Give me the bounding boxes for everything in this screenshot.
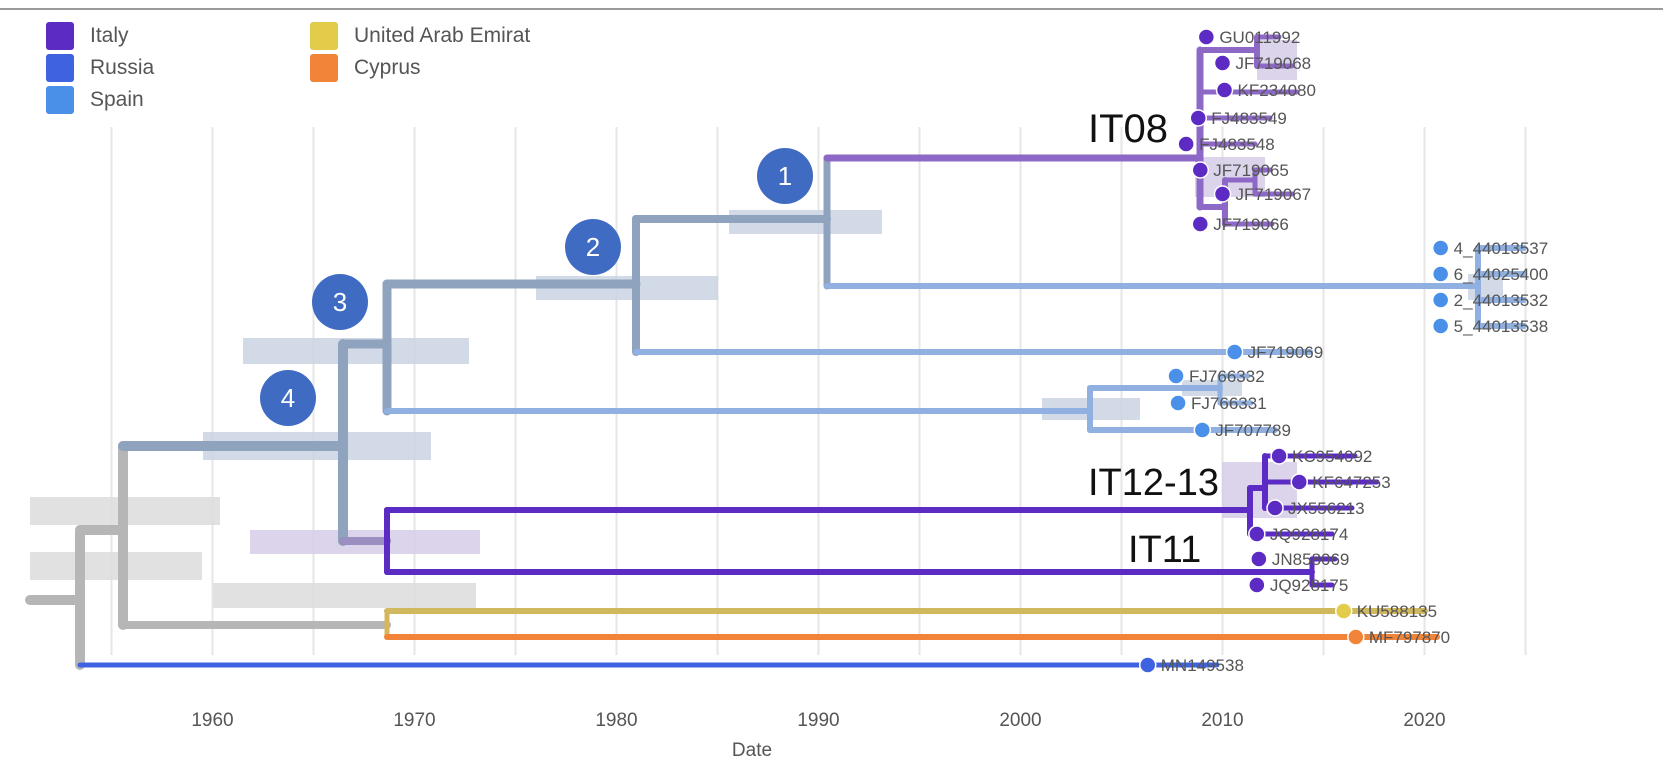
- axis-tick-label: 1960: [191, 710, 233, 731]
- tip-node: [1248, 525, 1266, 543]
- tip-node: [1431, 317, 1450, 335]
- confidence-interval-bar: [1257, 40, 1297, 80]
- axis-tick-label: 2010: [1201, 710, 1243, 731]
- legend-label: Cyprus: [354, 56, 421, 79]
- tip-node: [1167, 367, 1185, 385]
- tip-label: JN858069: [1272, 550, 1350, 569]
- tip-node: [1191, 215, 1210, 233]
- confidence-interval-bar: [30, 552, 202, 580]
- tip-node: [1270, 447, 1288, 465]
- clade-label: IT11: [1128, 529, 1201, 571]
- tip-label: JF719068: [1236, 54, 1312, 73]
- legend-label: Russia: [90, 56, 155, 79]
- legend-label: Spain: [90, 88, 144, 111]
- tip-node: [1431, 265, 1450, 283]
- legend: Italy Russia Spain United Arab Emirat Cy…: [0, 0, 600, 130]
- tip-node: [1189, 109, 1208, 127]
- node-marker-label: 2: [586, 232, 600, 262]
- legend-swatch: [310, 54, 338, 82]
- node-markers: 1 2 3 4: [260, 148, 813, 426]
- node-marker-circle: [565, 219, 621, 275]
- tip-label: MF797870: [1369, 628, 1450, 647]
- tip-label: JF719065: [1213, 161, 1289, 180]
- legend-item-spain[interactable]: Spain: [46, 86, 144, 114]
- tip-label: JQ928175: [1270, 576, 1348, 595]
- axis-tick-label: 1990: [797, 710, 839, 731]
- tip-label: GU011992: [1219, 28, 1300, 47]
- tip-node: [1197, 28, 1216, 46]
- tip-label: MN149538: [1161, 656, 1244, 675]
- axis-tick-label: 1980: [595, 710, 637, 731]
- tip-label: 4_44013537: [1454, 239, 1549, 258]
- tip-node: [1191, 161, 1210, 179]
- tip-label: KF647253: [1312, 473, 1390, 492]
- legend-item-cyprus[interactable]: Cyprus: [310, 54, 421, 82]
- tip-node: [1169, 394, 1187, 412]
- node-marker-circle: [260, 370, 316, 426]
- axis-tick-label: 2000: [999, 710, 1041, 731]
- tip-node: [1431, 291, 1450, 309]
- tip-label: FJ483548: [1199, 135, 1275, 154]
- tip-node: [1215, 81, 1234, 99]
- tip-label: KU588135: [1357, 602, 1437, 621]
- tip-label: JF707789: [1215, 421, 1291, 440]
- node-marker-circle: [757, 148, 813, 204]
- tip-node: [1250, 550, 1268, 568]
- legend-label: United Arab Emirat: [354, 24, 531, 47]
- tip-node: [1347, 628, 1365, 646]
- confidence-interval-bar: [213, 583, 476, 608]
- legend-swatch: [46, 22, 74, 50]
- legend-item-italy[interactable]: Italy: [46, 22, 129, 50]
- tip-node: [1431, 239, 1450, 257]
- tip-node: [1177, 135, 1195, 153]
- tip-label: 2_44013532: [1454, 291, 1549, 310]
- tip-nodes: GU011992 JF719068 KF234080 FJ483549 FJ483548…: [1139, 28, 1549, 675]
- tip-label: JQ928174: [1270, 525, 1348, 544]
- tip-node: [1248, 576, 1266, 594]
- legend-label: Italy: [90, 24, 129, 47]
- node-marker-label: 3: [333, 287, 347, 317]
- tip-label: 6_44025400: [1454, 265, 1549, 284]
- clade-label: IT12-13: [1088, 462, 1219, 504]
- tip-node: [1266, 499, 1284, 517]
- node-marker-label: 1: [778, 161, 792, 191]
- tip-label: JF719066: [1213, 215, 1289, 234]
- tip-label: FJ483549: [1211, 109, 1287, 128]
- tip-node: [1139, 656, 1157, 674]
- node-marker-label: 4: [281, 383, 295, 413]
- tip-node: [1334, 602, 1353, 620]
- tip-label: JX556213: [1288, 499, 1365, 518]
- legend-item-russia[interactable]: Russia: [46, 54, 154, 82]
- tip-node: [1193, 421, 1212, 439]
- time-axis: 1960 1970 1980 1990 2000 2010 2020 Date: [191, 710, 1445, 761]
- clade-labels: IT08 IT12-13 IT11: [1088, 107, 1219, 571]
- tip-label: JF719067: [1236, 185, 1312, 204]
- tip-label: FJ766332: [1189, 367, 1265, 386]
- axis-title: Date: [732, 740, 772, 761]
- clade-label: IT08: [1088, 107, 1168, 151]
- tree-branches: [25, 34, 1527, 670]
- tip-node: [1213, 185, 1232, 203]
- legend-swatch: [310, 22, 338, 50]
- tip-label: KC954092: [1292, 447, 1372, 466]
- tip-label: JF719069: [1248, 343, 1324, 362]
- tip-node: [1225, 343, 1244, 361]
- tip-node: [1290, 473, 1309, 491]
- legend-item-united-arab-emirat[interactable]: United Arab Emirat: [310, 22, 530, 50]
- tip-label: FJ766331: [1191, 394, 1267, 413]
- legend-swatch: [46, 54, 74, 82]
- tip-label: KF234080: [1238, 81, 1316, 100]
- tip-label: 5_44013538: [1454, 317, 1549, 336]
- axis-tick-label: 1970: [393, 710, 435, 731]
- tip-node: [1213, 54, 1232, 72]
- legend-swatch: [46, 86, 74, 114]
- axis-tick-label: 2020: [1403, 710, 1445, 731]
- node-marker-circle: [312, 274, 368, 330]
